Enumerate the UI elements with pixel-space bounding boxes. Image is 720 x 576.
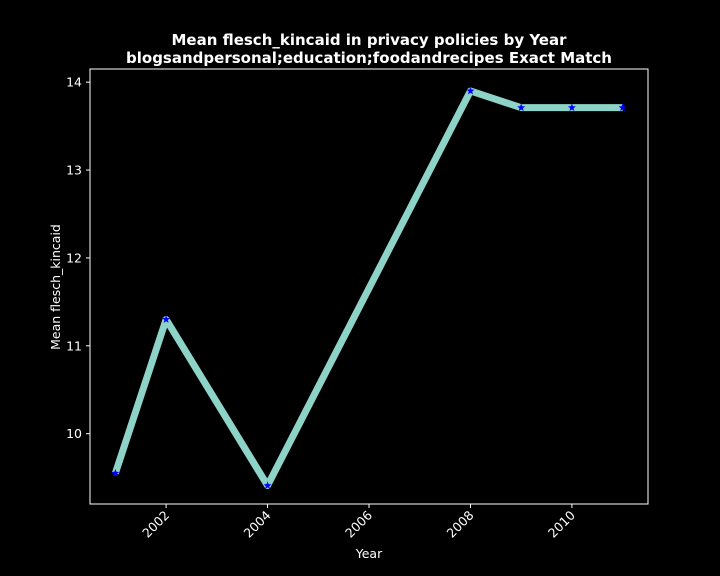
data-point xyxy=(111,469,120,477)
data-point xyxy=(263,481,272,489)
chart-title-line-2: blogsandpersonal;education;foodandrecipe… xyxy=(126,49,612,67)
y-tick-label: 11 xyxy=(66,338,82,353)
y-axis: 10 11 12 13 14 xyxy=(66,75,90,441)
y-tick-label: 10 xyxy=(66,426,82,441)
y-tick-label: 14 xyxy=(66,75,82,90)
data-point xyxy=(618,103,627,112)
data-point xyxy=(517,103,526,112)
chart-title-line-1: Mean flesch_kincaid in privacy policies … xyxy=(171,31,567,49)
data-point xyxy=(466,86,475,95)
series-markers xyxy=(111,86,627,489)
data-point xyxy=(567,103,576,112)
x-axis-label: Year xyxy=(355,546,383,561)
y-tick-label: 12 xyxy=(66,250,82,265)
data-point xyxy=(162,315,171,323)
y-axis-label: Mean flesch_kincaid xyxy=(48,224,63,350)
y-tick-label: 13 xyxy=(66,163,82,178)
